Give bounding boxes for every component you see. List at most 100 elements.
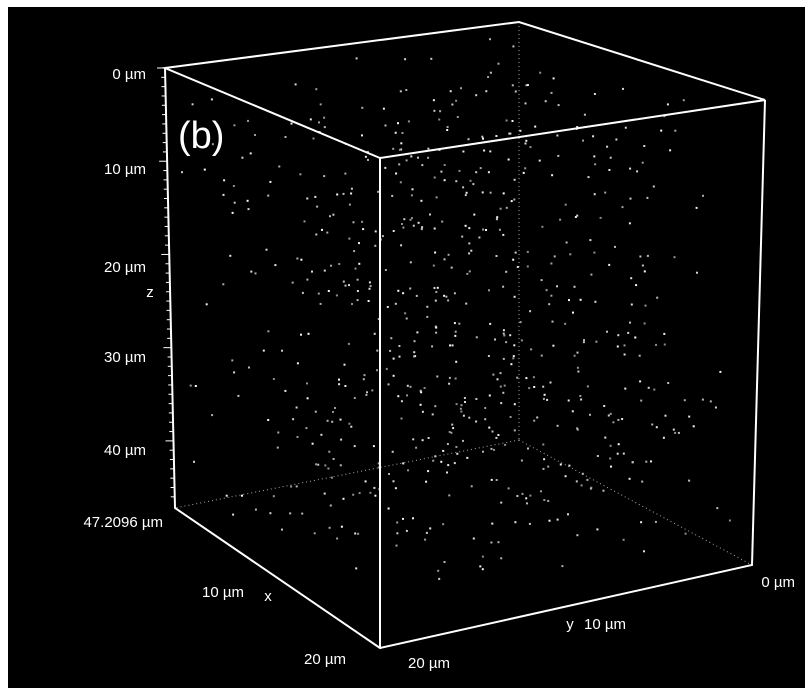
particle [351, 188, 353, 190]
particle [255, 509, 257, 511]
particle [444, 258, 446, 260]
particle [551, 92, 553, 94]
particle [558, 104, 560, 106]
particle [444, 179, 446, 181]
particle [617, 419, 619, 421]
particle [683, 99, 685, 101]
particle [387, 306, 389, 308]
particle [674, 432, 676, 434]
particle [541, 279, 543, 281]
particle [418, 222, 420, 224]
particle [296, 407, 298, 409]
particle [331, 421, 333, 423]
particle [190, 385, 192, 387]
particle [489, 150, 491, 152]
particle [684, 399, 686, 401]
particle [636, 170, 638, 172]
particle [514, 429, 516, 431]
particle [297, 436, 299, 438]
particle [527, 266, 529, 268]
particle [328, 290, 330, 292]
particle [312, 443, 314, 445]
particle [368, 300, 370, 302]
particle [310, 118, 312, 120]
particle [597, 455, 599, 457]
particle [543, 499, 545, 501]
particle [315, 411, 317, 413]
particle [410, 155, 412, 157]
particle [422, 439, 424, 441]
particle [565, 475, 567, 477]
particle [434, 228, 436, 230]
particle [465, 194, 467, 196]
particle [639, 380, 641, 382]
particle [414, 340, 416, 342]
particle [644, 323, 646, 325]
particle [673, 429, 675, 431]
particle [473, 538, 475, 540]
particle [459, 170, 461, 172]
particle [340, 419, 342, 421]
particle [447, 443, 449, 445]
viewport [8, 7, 805, 688]
particle [639, 355, 641, 357]
particle [542, 386, 544, 388]
particle [503, 333, 505, 335]
particle [226, 495, 228, 497]
particle [500, 386, 502, 388]
particle [314, 532, 316, 534]
particle [516, 377, 518, 379]
particle [546, 289, 548, 291]
particle [458, 323, 460, 325]
particle [263, 350, 265, 352]
particle [524, 167, 526, 169]
particle [434, 177, 436, 179]
particle [500, 372, 502, 374]
particle [583, 339, 585, 341]
particle [629, 478, 631, 480]
particle [300, 259, 302, 261]
particle [306, 382, 308, 384]
particle [437, 287, 439, 289]
particle [321, 229, 323, 231]
particle [656, 297, 658, 299]
particle [503, 192, 505, 194]
particle [229, 255, 231, 257]
particle [369, 492, 371, 494]
particle [300, 334, 302, 336]
particle [512, 259, 514, 261]
particle [514, 179, 516, 181]
particle [487, 76, 489, 78]
particle [204, 169, 206, 171]
particle [461, 236, 463, 238]
particle [617, 346, 619, 348]
particle [572, 312, 574, 314]
particle [427, 470, 429, 472]
particle [674, 130, 676, 132]
particle [479, 565, 481, 567]
z-tick-label: 30 µm [104, 349, 146, 366]
particle [568, 400, 570, 402]
particle [629, 168, 631, 170]
particle [617, 453, 619, 455]
particle [513, 199, 515, 201]
particle [490, 192, 492, 194]
particle [663, 333, 665, 335]
particle [587, 385, 589, 387]
particle [440, 461, 442, 463]
particle [371, 389, 373, 391]
particle [367, 159, 369, 161]
particle [449, 377, 451, 379]
particle [444, 164, 446, 166]
particle [525, 497, 527, 499]
particle [241, 157, 243, 159]
particle [498, 541, 500, 543]
particle [623, 453, 625, 455]
particle [402, 518, 404, 520]
particle [482, 191, 484, 193]
particle [348, 423, 350, 425]
particle [421, 228, 423, 230]
particle [715, 407, 717, 409]
particle [644, 270, 646, 272]
particle [404, 312, 406, 314]
